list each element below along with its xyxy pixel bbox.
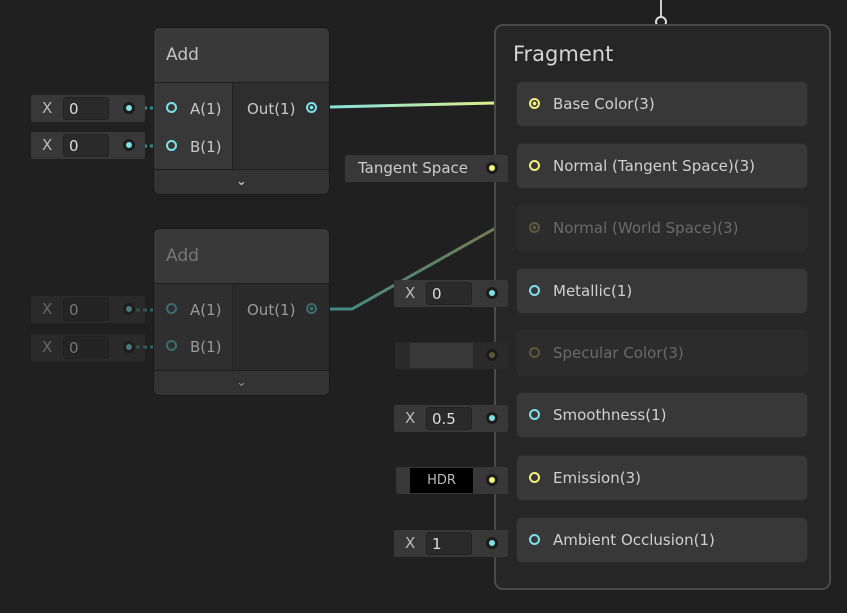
input-port[interactable] bbox=[529, 534, 540, 545]
port-dot bbox=[486, 474, 498, 486]
block-metallic[interactable]: Metallic(1) bbox=[516, 268, 808, 314]
float-input[interactable]: 0 bbox=[63, 134, 109, 157]
block-normal-tangent[interactable]: Normal (Tangent Space)(3) bbox=[516, 143, 808, 189]
axis-label: X bbox=[42, 99, 53, 117]
output-column: Out(1) bbox=[234, 83, 329, 170]
float-input[interactable]: 0 bbox=[63, 298, 109, 321]
emission-input: HDR bbox=[396, 467, 508, 494]
context-title: Fragment bbox=[513, 42, 614, 66]
block-ambient-occlusion[interactable]: Ambient Occlusion(1) bbox=[516, 517, 808, 563]
float-input[interactable]: 0 bbox=[426, 282, 472, 305]
port-dot bbox=[123, 303, 135, 315]
node-title: Add bbox=[154, 28, 329, 83]
axis-label: X bbox=[405, 534, 416, 552]
block-label: Smoothness(1) bbox=[553, 406, 667, 424]
input-b-field: X 0 bbox=[31, 334, 145, 361]
input-column: A(1) B(1) bbox=[154, 284, 233, 371]
axis-label: X bbox=[405, 409, 416, 427]
axis-label: X bbox=[42, 136, 53, 154]
float-input[interactable]: 0.5 bbox=[426, 407, 472, 430]
input-port[interactable] bbox=[529, 472, 540, 483]
input-b-field: X 0 bbox=[31, 132, 145, 159]
block-normal-world[interactable]: Normal (World Space)(3) bbox=[516, 205, 808, 251]
chevron-down-icon[interactable]: ⌄ bbox=[154, 169, 329, 194]
float-input[interactable]: 1 bbox=[426, 532, 472, 555]
input-port[interactable] bbox=[529, 347, 540, 358]
chevron-down-icon[interactable]: ⌄ bbox=[154, 370, 329, 395]
block-label: Emission(3) bbox=[553, 469, 641, 487]
input-a-field: X 0 bbox=[31, 95, 145, 122]
block-label: Normal (Tangent Space)(3) bbox=[553, 157, 755, 175]
port-label: A(1) bbox=[190, 100, 222, 118]
block-label: Ambient Occlusion(1) bbox=[553, 531, 715, 549]
hdr-color-swatch[interactable]: HDR bbox=[410, 468, 473, 493]
metallic-input: X 0 bbox=[394, 280, 508, 307]
output-column: Out(1) bbox=[234, 284, 329, 371]
normal-space-dropdown[interactable]: Tangent Space bbox=[345, 155, 508, 182]
port-dot bbox=[123, 139, 135, 151]
input-port-a[interactable] bbox=[166, 102, 177, 113]
input-a-field: X 0 bbox=[31, 296, 145, 323]
port-dot bbox=[486, 412, 498, 424]
float-input[interactable]: 0 bbox=[63, 336, 109, 359]
input-port[interactable] bbox=[529, 160, 540, 171]
port-label: Out(1) bbox=[247, 301, 296, 319]
output-port[interactable] bbox=[306, 303, 317, 314]
block-emission[interactable]: Emission(3) bbox=[516, 455, 808, 501]
port-label: Out(1) bbox=[247, 100, 296, 118]
block-base-color[interactable]: Base Color(3) bbox=[516, 81, 808, 127]
port-dot bbox=[123, 341, 135, 353]
block-label: Normal (World Space)(3) bbox=[553, 219, 739, 237]
port-dot bbox=[486, 349, 498, 361]
block-specular-color[interactable]: Specular Color(3) bbox=[516, 330, 808, 376]
port-dot bbox=[123, 102, 135, 114]
input-port[interactable] bbox=[529, 222, 540, 233]
float-input[interactable]: 0 bbox=[63, 97, 109, 120]
input-port[interactable] bbox=[529, 409, 540, 420]
dropdown-value: Tangent Space bbox=[358, 159, 468, 177]
block-label: Base Color(3) bbox=[553, 95, 655, 113]
input-port-b[interactable] bbox=[166, 140, 177, 151]
axis-label: X bbox=[42, 338, 53, 356]
specular-color-input bbox=[395, 342, 508, 369]
input-port[interactable] bbox=[529, 285, 540, 296]
node-title: Add bbox=[154, 229, 329, 284]
port-dot bbox=[486, 537, 498, 549]
block-label: Metallic(1) bbox=[553, 282, 633, 300]
axis-label: X bbox=[42, 300, 53, 318]
output-port[interactable] bbox=[306, 102, 317, 113]
block-smoothness[interactable]: Smoothness(1) bbox=[516, 392, 808, 438]
add-node[interactable]: Add A(1) B(1) Out(1) ⌄ bbox=[153, 27, 330, 195]
input-port-a[interactable] bbox=[166, 303, 177, 314]
axis-label: X bbox=[405, 284, 416, 302]
add-node-inactive[interactable]: Add A(1) B(1) Out(1) ⌄ bbox=[153, 228, 330, 396]
color-swatch[interactable] bbox=[410, 343, 473, 368]
input-column: A(1) B(1) bbox=[154, 83, 233, 170]
port-dot bbox=[486, 287, 498, 299]
block-label: Specular Color(3) bbox=[553, 344, 684, 362]
port-label: B(1) bbox=[190, 338, 222, 356]
ambient-occlusion-input: X 1 bbox=[394, 530, 508, 557]
input-port-b[interactable] bbox=[166, 340, 177, 351]
port-dot bbox=[486, 162, 498, 174]
port-label: B(1) bbox=[190, 138, 222, 156]
port-label: A(1) bbox=[190, 301, 222, 319]
smoothness-input: X 0.5 bbox=[394, 405, 508, 432]
input-port[interactable] bbox=[529, 98, 540, 109]
